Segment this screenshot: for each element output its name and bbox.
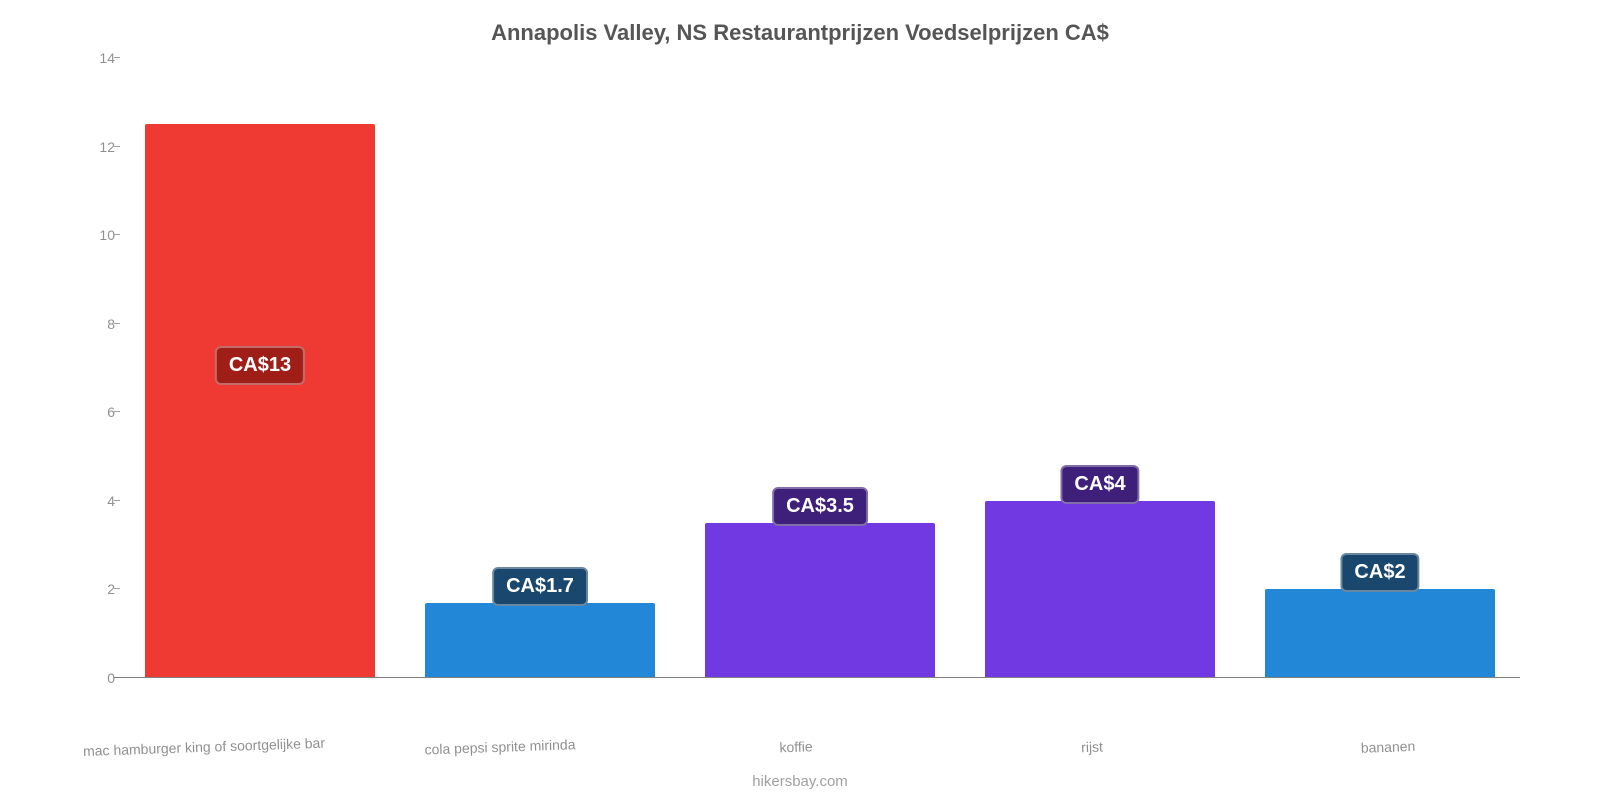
bar-slot: CA$2 <box>1240 58 1520 678</box>
bar: CA$4 <box>985 501 1215 678</box>
bar-value-label: CA$1.7 <box>492 567 588 606</box>
x-axis-label: cola pepsi sprite mirinda <box>352 734 648 760</box>
bars-group: CA$13 CA$1.7 CA$3.5 CA$4 CA$2 <box>120 58 1520 678</box>
chart-title: Annapolis Valley, NS Restaurantprijzen V… <box>40 20 1560 46</box>
y-tick-label: 2 <box>65 581 115 597</box>
bar-value-label: CA$13 <box>215 346 305 385</box>
y-tick-label: 4 <box>65 493 115 509</box>
chart-container: Annapolis Valley, NS Restaurantprijzen V… <box>0 0 1600 800</box>
bar-slot: CA$4 <box>960 58 1240 678</box>
y-tick-label: 0 <box>65 670 115 686</box>
bar-slot: CA$13 <box>120 58 400 678</box>
y-tick-label: 6 <box>65 404 115 420</box>
attribution-text: hikersbay.com <box>0 773 1600 790</box>
y-tick-label: 12 <box>65 139 115 155</box>
bar-value-label: CA$4 <box>1060 465 1139 504</box>
bar: CA$1.7 <box>425 603 655 678</box>
bar: CA$13 <box>145 124 375 678</box>
bar-value-label: CA$2 <box>1340 553 1419 592</box>
x-axis-label: mac hamburger king of soortgelijke bar <box>56 734 352 760</box>
plot-area: 02468101214 CA$13CA$1.7CA$3.5CA$4CA$2 <box>120 58 1520 678</box>
bar-value-label: CA$3.5 <box>772 487 868 526</box>
y-tick-label: 14 <box>65 50 115 66</box>
bar-slot: CA$3.5 <box>680 58 960 678</box>
x-axis-label: bananen <box>1240 734 1536 760</box>
x-axis-line <box>114 677 1520 678</box>
y-axis: 02468101214 <box>65 58 115 678</box>
y-tick-label: 10 <box>65 227 115 243</box>
x-axis-labels: mac hamburger king of soortgelijke barco… <box>80 738 1560 754</box>
x-axis-label: koffie <box>648 734 944 760</box>
y-tick-label: 8 <box>65 316 115 332</box>
x-axis-label: rijst <box>944 734 1240 760</box>
bar-slot: CA$1.7 <box>400 58 680 678</box>
bar: CA$2 <box>1265 589 1495 678</box>
bar: CA$3.5 <box>705 523 935 678</box>
